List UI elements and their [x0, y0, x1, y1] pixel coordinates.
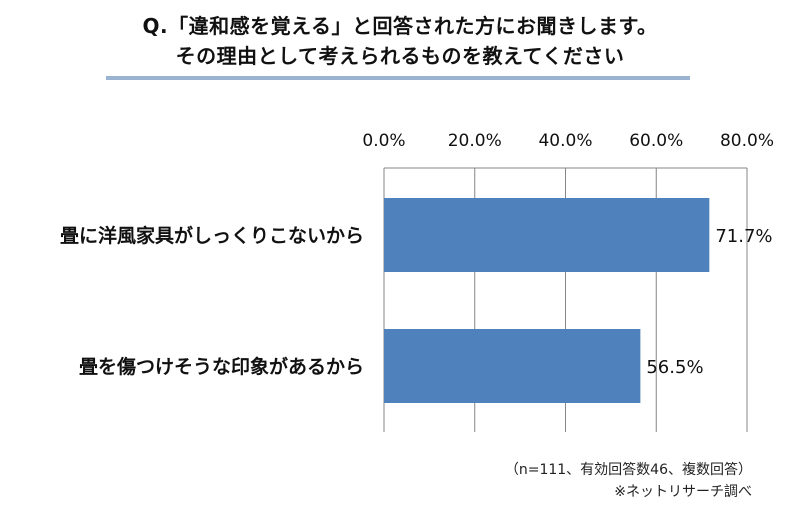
x-axis-ticks: 0.0% 20.0% 40.0% 60.0% 80.0% [362, 131, 774, 151]
bar [384, 329, 641, 403]
chart-title-line-2: その理由として考えられるものを教えてください [175, 44, 625, 68]
x-tick-label: 80.0% [720, 131, 774, 151]
chart-title-line-1: Q.「違和感を覚える」と回答された方にお聞きします。 [142, 14, 658, 38]
value-label: 71.7% [715, 226, 772, 247]
source-footnote: ※ネットリサーチ調べ [614, 484, 752, 500]
bar [384, 198, 710, 272]
bars [384, 198, 710, 403]
sample-footnote: （n=111、有効回答数46、複数回答） [504, 462, 752, 478]
labels: 畳に洋風家具がしっくりこないから 71.7% 畳を傷つけそうな印象があるから 56.5… [60, 224, 773, 378]
category-label: 畳に洋風家具がしっくりこないから [60, 224, 364, 247]
x-tick-label: 60.0% [629, 131, 683, 151]
x-tick-label: 40.0% [538, 131, 592, 151]
value-label: 56.5% [646, 357, 703, 378]
x-tick-label: 20.0% [448, 131, 502, 151]
title-underline [106, 76, 690, 80]
category-label: 畳を傷つけそうな印象があるから [79, 355, 364, 378]
x-tick-label: 0.0% [362, 131, 405, 151]
